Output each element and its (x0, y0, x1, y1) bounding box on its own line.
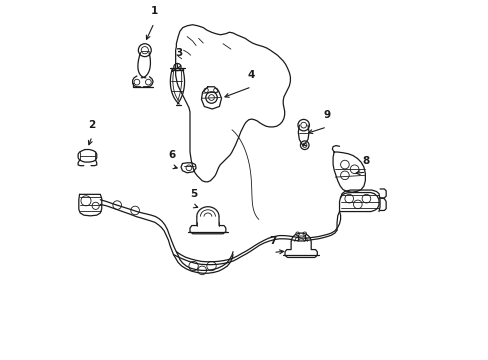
Text: 1: 1 (150, 6, 158, 17)
Text: 3: 3 (175, 48, 183, 58)
Text: 9: 9 (323, 111, 330, 121)
Text: 6: 6 (168, 150, 175, 160)
Text: 8: 8 (362, 156, 369, 166)
Text: 2: 2 (88, 120, 96, 130)
Text: 5: 5 (189, 189, 197, 199)
Text: 7: 7 (269, 236, 276, 246)
Text: 4: 4 (247, 70, 255, 80)
